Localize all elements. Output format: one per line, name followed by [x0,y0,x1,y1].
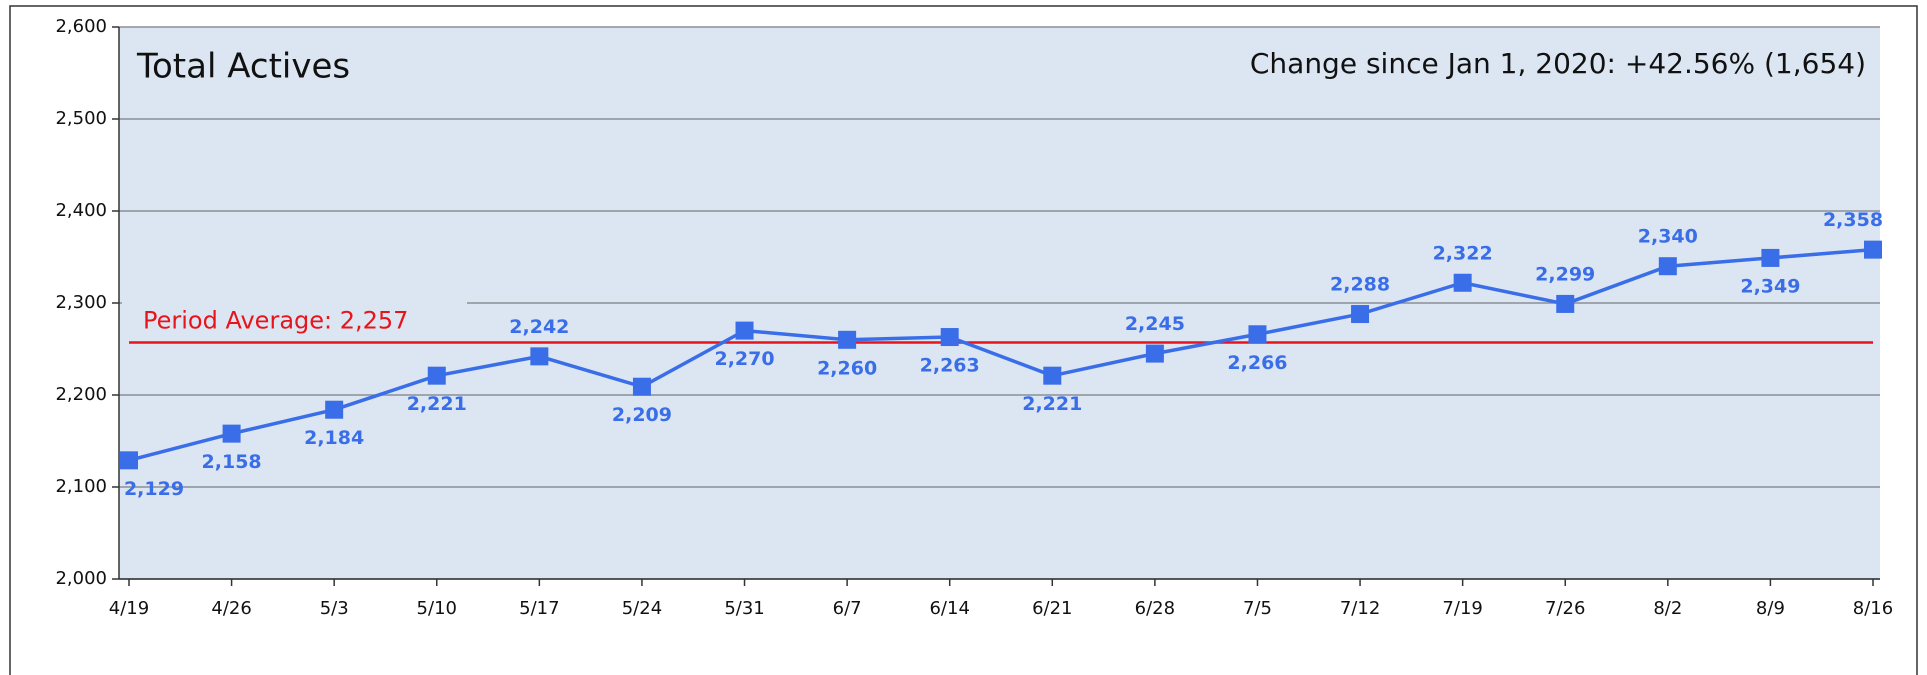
x-tick-label: 8/2 [1653,598,1682,619]
marker [1658,257,1677,276]
average-label-backdrop [122,292,467,335]
x-tick-label: 8/9 [1756,598,1785,619]
marker [838,330,857,349]
marker [325,400,344,419]
data-label: 2,270 [714,348,774,370]
data-label: 2,349 [1740,275,1800,297]
data-label: 2,158 [202,451,262,473]
y-tick-label: 2,000 [55,568,107,589]
x-tick-label: 7/26 [1545,598,1585,619]
marker [1556,294,1575,313]
average-label: Period Average: 2,257 [143,307,408,335]
y-tick-label: 2,300 [55,292,107,313]
x-tick-label: 6/21 [1032,598,1072,619]
data-label: 2,245 [1125,313,1185,335]
data-label: 2,221 [1022,393,1082,415]
x-tick-label: 5/3 [320,598,349,619]
chart-subtitle: Change since Jan 1, 2020: +42.56% (1,654… [1250,47,1866,80]
x-tick-label: 6/28 [1135,598,1175,619]
marker [940,328,959,347]
y-tick-label: 2,100 [55,476,107,497]
y-tick-label: 2,200 [55,384,107,405]
x-tick-label: 5/31 [724,598,764,619]
data-label: 2,322 [1433,242,1493,264]
data-label: 2,221 [407,393,467,415]
x-tick-label: 7/12 [1340,598,1380,619]
x-tick-label: 6/14 [929,598,969,619]
data-label: 2,242 [509,316,569,338]
marker [222,424,241,443]
x-tick-label: 7/5 [1243,598,1272,619]
y-tick-label: 2,600 [55,16,107,37]
marker [632,377,651,396]
data-label: 2,340 [1638,226,1698,248]
marker [1351,305,1370,324]
frame [9,5,1918,675]
data-label: 2,299 [1535,263,1595,285]
x-tick-label: 5/24 [622,598,662,619]
marker [1453,273,1472,292]
y-tick-label: 2,400 [55,200,107,221]
marker [120,451,138,470]
data-label: 2,266 [1227,352,1287,374]
y-tick-label: 2,500 [55,108,107,129]
x-tick-label: 7/19 [1442,598,1482,619]
marker [1761,248,1780,267]
marker [1043,366,1062,385]
chart-title: Total Actives [136,47,350,87]
x-tick-label: 6/7 [833,598,862,619]
data-label: 2,288 [1330,274,1390,296]
series-line [128,247,1874,463]
marker [530,347,549,366]
data-label: 2,129 [124,478,184,500]
data-label: 2,358 [1823,209,1883,231]
marker [735,321,754,340]
x-tick-label: 5/17 [519,598,559,619]
x-tick-label: 4/26 [211,598,251,619]
data-label: 2,209 [612,404,672,426]
x-tick-label: 4/19 [109,598,149,619]
marker [427,366,446,385]
data-label: 2,263 [920,355,980,377]
x-tick-label: 8/16 [1853,598,1893,619]
data-label: 2,260 [817,357,877,379]
data-label: 2,184 [304,427,364,449]
marker [1248,325,1267,344]
marker [1864,240,1882,259]
marker [1145,344,1164,363]
x-tick-label: 5/10 [417,598,457,619]
